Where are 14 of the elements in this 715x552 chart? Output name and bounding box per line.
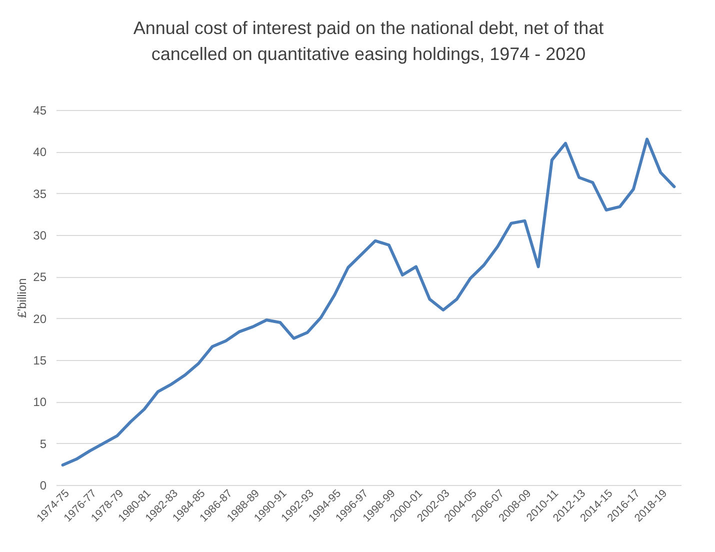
y-tick-label: 5 [40, 436, 47, 451]
text: Annual cost of interest paid on the national debt, net of that [133, 18, 604, 38]
y-tick-label: 20 [33, 312, 47, 326]
y-tick-label: 25 [33, 270, 47, 284]
y-tick-label: 30 [33, 228, 47, 242]
y-tick-label: 35 [33, 186, 47, 201]
y-tick-label: 45 [33, 104, 47, 118]
y-tick-label: 15 [33, 354, 47, 368]
y-tick-label: 40 [33, 145, 47, 160]
line-series [61, 138, 676, 466]
text: cancelled on quantitative easing holdings, 1974 - 2020 [151, 44, 586, 64]
y-tick-label: 10 [33, 395, 47, 410]
y-axis-title: £'billion [15, 278, 30, 318]
y-tick-label: 0 [40, 478, 47, 492]
